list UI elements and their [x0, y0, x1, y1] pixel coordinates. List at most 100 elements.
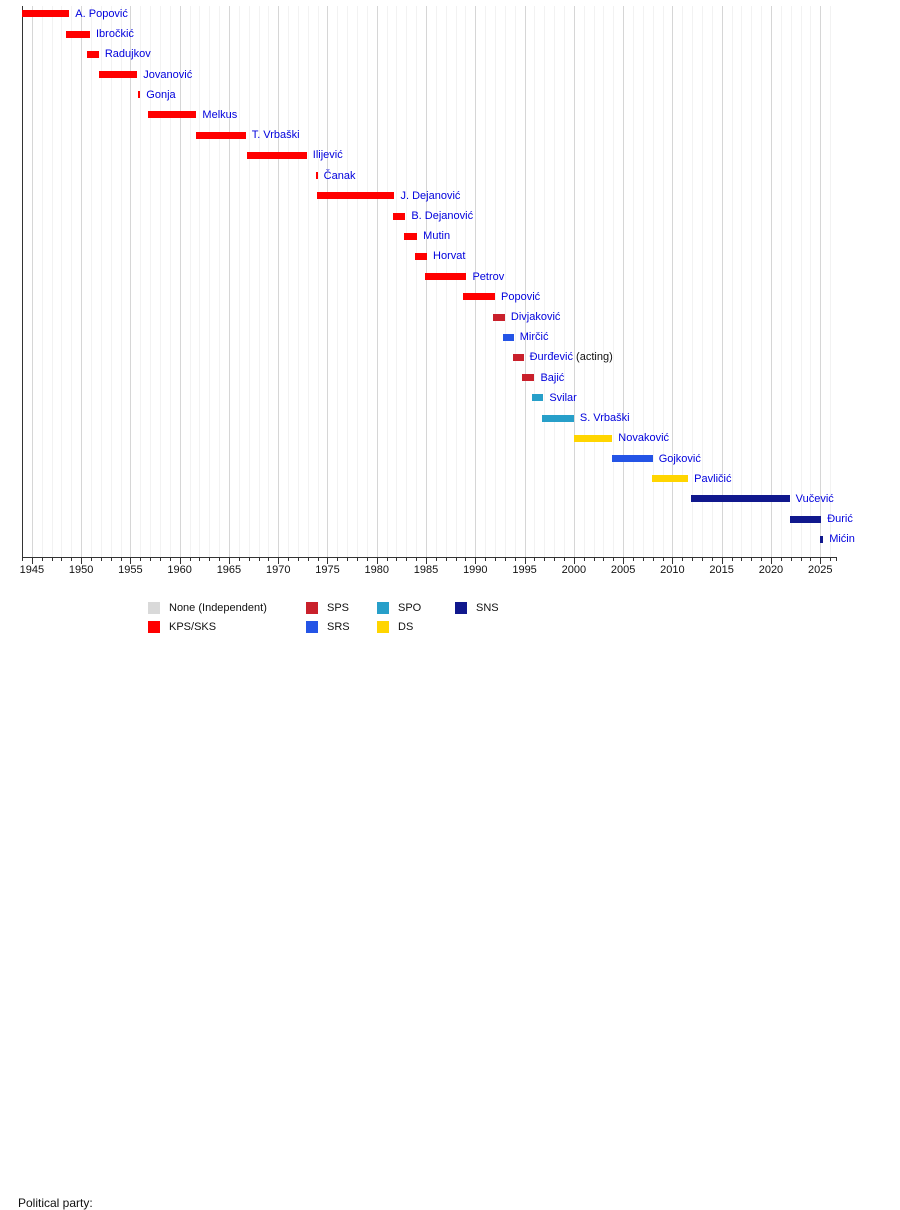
legend-swatch-srs: [306, 621, 318, 633]
axis-tick: [150, 558, 152, 561]
grid-line: [209, 6, 211, 557]
bar-label: T. Vrbaški: [252, 129, 300, 141]
timeline-bar: [512, 353, 524, 361]
y-axis-line: [22, 6, 23, 557]
grid-line: [751, 6, 753, 557]
grid-line: [583, 6, 585, 557]
grid-line: [554, 6, 556, 557]
timeline-bar: [532, 394, 544, 402]
grid-line: [672, 6, 674, 557]
axis-tick: [179, 558, 181, 564]
axis-tick: [711, 558, 713, 561]
axis-tick: [524, 558, 526, 564]
tick-label: 2025: [807, 564, 833, 576]
bar-label: B. Dejanović: [411, 210, 473, 222]
grid-line: [790, 6, 792, 557]
grid-line: [258, 6, 260, 557]
grid-line: [228, 6, 230, 557]
grid-line: [81, 6, 83, 557]
grid-line: [31, 6, 33, 557]
grid-line: [692, 6, 694, 557]
grid-line: [396, 6, 398, 557]
timeline-bar: [691, 495, 790, 503]
timeline-bar: [316, 192, 395, 200]
axis-tick: [445, 558, 447, 561]
legend-label-none: None (Independent): [169, 602, 267, 614]
axis-tick: [564, 558, 565, 561]
tick-label: 2005: [610, 564, 636, 576]
timeline-bar: [502, 333, 514, 341]
timeline-bar: [612, 455, 653, 463]
mayor-name: Mutin: [423, 230, 451, 243]
legend: Political party: None (Independent) KPS/S…: [0, 595, 900, 1210]
grid-line: [711, 6, 713, 557]
tick-label: 1980: [364, 564, 389, 576]
mayor-name: Đurđević: [529, 351, 573, 364]
axis-tick: [297, 558, 299, 561]
axis-tick: [465, 558, 467, 561]
legend-label-srs: SRS: [327, 621, 350, 633]
grid-line: [770, 6, 772, 557]
grid-line: [652, 6, 654, 557]
bar-label: Đurić: [827, 513, 853, 525]
axis-tick: [741, 558, 743, 561]
grid-line: [248, 6, 250, 557]
axis-tick: [682, 558, 684, 561]
grid-line: [741, 6, 743, 557]
axis-tick: [672, 558, 674, 564]
bar-label: Divjaković: [511, 311, 561, 323]
axis-tick: [159, 558, 161, 561]
mayor-name: Radujkov: [104, 48, 151, 61]
tick-label: 1950: [68, 564, 94, 576]
axis-tick: [593, 558, 595, 561]
axis-tick: [386, 558, 388, 561]
grid-line: [41, 6, 43, 557]
bar-label: Horvat: [433, 250, 465, 262]
axis-tick: [120, 558, 122, 561]
grid-line: [514, 6, 516, 557]
axis-tick: [238, 558, 240, 561]
tick-label: 1995: [512, 564, 537, 576]
bar-label: Bajić: [540, 372, 564, 384]
grid-line: [297, 6, 299, 557]
axis-tick: [662, 558, 664, 561]
axis-tick: [219, 558, 221, 561]
axis-tick: [337, 558, 339, 561]
grid-line: [662, 6, 664, 557]
grid-line: [347, 6, 349, 557]
axis-tick: [51, 558, 53, 561]
mayor-name: Mirčić: [519, 331, 549, 344]
axis-tick: [731, 558, 733, 561]
mayor-name: S. Vrbaški: [579, 412, 630, 425]
grid-line: [731, 6, 733, 557]
tick-label: 1970: [265, 564, 291, 576]
grid-line: [71, 6, 73, 557]
bar-label: Pavličić: [694, 473, 731, 485]
axis-tick: [504, 558, 506, 561]
axis-tick: [485, 558, 487, 561]
mayor-name: Mićin: [829, 533, 855, 546]
axis-tick: [81, 558, 83, 564]
mayor-name: Čanak: [323, 169, 356, 182]
timeline-bar: [521, 374, 535, 382]
grid-line: [426, 6, 428, 557]
axis-tick: [406, 558, 408, 561]
grid-line: [150, 6, 152, 557]
grid-line: [485, 6, 487, 557]
timeline-bar: [789, 515, 822, 523]
tick-label: 2010: [660, 564, 685, 576]
bar-label: Vučević: [796, 493, 834, 505]
axis-tick: [100, 558, 102, 561]
mayor-name: Jovanović: [143, 68, 193, 81]
grid-line: [406, 6, 408, 557]
axis-tick: [376, 558, 378, 564]
grid-line: [504, 6, 506, 557]
timeline-bar: [315, 172, 318, 180]
bar-label: J. Dejanović: [401, 190, 461, 202]
timeline-bar: [415, 252, 428, 260]
grid-line: [465, 6, 467, 557]
timeline-bar: [820, 535, 824, 543]
axis-tick: [268, 558, 270, 561]
axis-tick: [534, 558, 536, 561]
grid-line: [327, 6, 329, 557]
